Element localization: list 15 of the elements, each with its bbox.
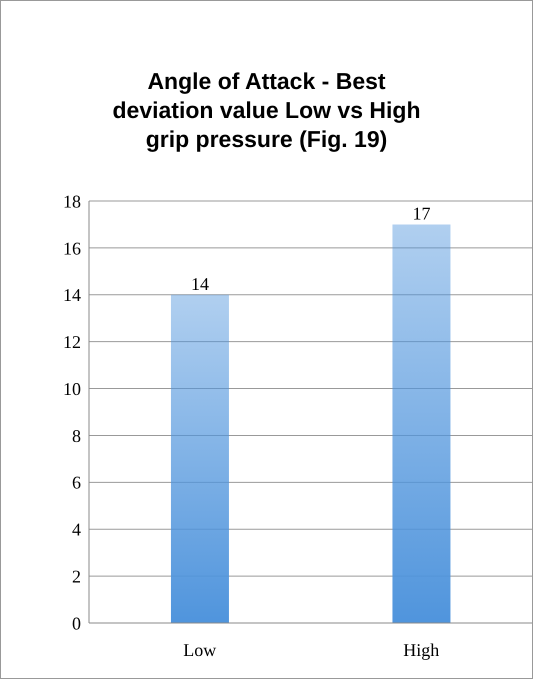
y-tick-label: 12 (63, 332, 81, 352)
y-tick-label: 6 (72, 472, 81, 493)
data-label: 17 (412, 203, 430, 224)
x-tick-label: High (403, 640, 440, 660)
y-tick-label: 16 (63, 238, 81, 258)
y-tick-label: 18 (63, 191, 81, 212)
y-tick-label: 0 (72, 613, 81, 634)
x-tick-label: Low (183, 640, 216, 660)
chart-title: Angle of Attack - Best deviation value Low vs High grip pressure (Fig. 19) (111, 67, 422, 154)
y-tick-label: 8 (72, 426, 81, 446)
y-tick-label: 14 (63, 285, 81, 306)
data-label: 14 (190, 274, 209, 294)
y-tick-label: 2 (72, 566, 81, 586)
y-tick-label: 4 (72, 520, 81, 540)
y-tick-label: 10 (63, 378, 81, 399)
